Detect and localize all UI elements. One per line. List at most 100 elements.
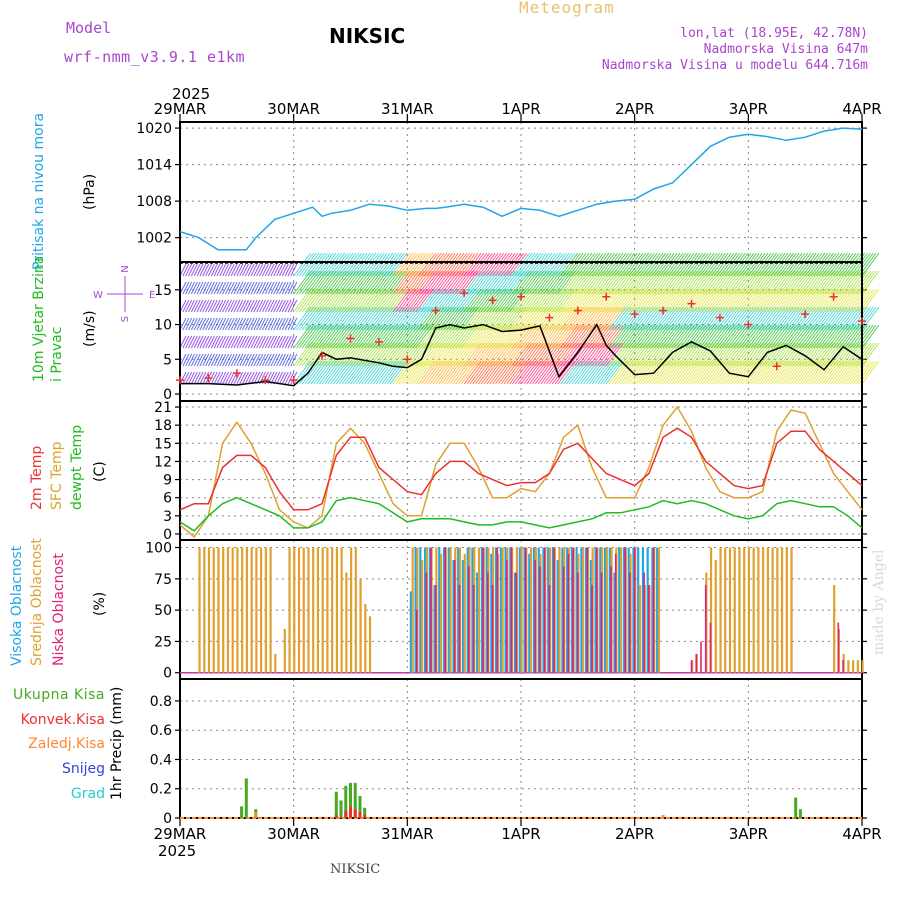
wind-barb [540, 288, 559, 313]
wind-barb [352, 252, 371, 277]
legend-hail: Grad [70, 786, 105, 802]
wind-barb [756, 324, 775, 349]
wind-barb [796, 288, 814, 313]
cloud-bar [463, 553, 466, 673]
wind-barb [182, 353, 190, 367]
wind-barb [404, 270, 422, 295]
wind-barb [489, 270, 507, 295]
wind-barb [497, 360, 516, 385]
wind-barb [310, 270, 328, 295]
wind-barb [728, 324, 746, 349]
wind-barb [284, 353, 292, 367]
wind-barb [369, 324, 388, 349]
wind-barb [216, 371, 224, 385]
wind-barb [801, 252, 820, 277]
wind-barb [787, 324, 806, 349]
wind-barb [674, 288, 692, 313]
wind-barb [810, 288, 829, 313]
wind-barb [821, 270, 840, 295]
wind-barb [239, 335, 247, 349]
wind-barb [364, 270, 382, 295]
wind-barb [219, 317, 227, 331]
wind-barb [492, 270, 510, 295]
wind-barb [796, 342, 814, 367]
wind-barb [517, 342, 536, 367]
wind-barb [850, 342, 868, 367]
wind-barb [526, 288, 544, 313]
wind-barb [679, 306, 698, 331]
wind-barb [554, 252, 573, 277]
wind-barb [801, 342, 820, 367]
wind-barb [477, 288, 496, 313]
wind-barb [273, 335, 281, 349]
cloud-bar [847, 660, 850, 673]
wind-barb [762, 270, 780, 295]
wind-barb [716, 252, 735, 277]
wind-barb [571, 252, 590, 277]
wind-barb [242, 299, 249, 313]
wind-barb [762, 288, 780, 313]
x-tick-label-bottom: 3APR [729, 825, 768, 843]
wind-barb [361, 360, 380, 385]
wind-barb [477, 252, 496, 277]
wind-barb [196, 299, 204, 313]
wind-barb [679, 360, 698, 385]
cloud-bar [472, 585, 475, 673]
wind-barb [685, 342, 704, 367]
wind-barb [412, 270, 431, 295]
wind-barb [549, 324, 567, 349]
wind-barb [378, 270, 397, 295]
wind-barb [452, 324, 471, 349]
wind-barb [594, 288, 613, 313]
cloud-bar [354, 547, 357, 673]
wind-barb [307, 360, 326, 385]
wind-barb [546, 342, 564, 367]
wind-barb [691, 306, 709, 331]
wind-barb [216, 281, 224, 295]
cloud-bar [709, 622, 712, 673]
wind-barb [401, 342, 419, 367]
compass-e-label: E [149, 290, 155, 301]
y-tick-label: 15 [154, 283, 172, 299]
wind-barb [358, 252, 377, 277]
wind-barb [196, 353, 204, 367]
cloud-bar [477, 547, 481, 673]
wind-barb [480, 342, 499, 367]
wind-barb [759, 342, 777, 367]
wind-barb [702, 252, 721, 277]
wind-barb [264, 353, 272, 367]
wind-barb [699, 288, 718, 313]
wind-barb [642, 306, 661, 331]
precip-bar [358, 812, 362, 818]
wind-barb [818, 342, 837, 367]
wind-barb [284, 335, 292, 349]
wind-barb [745, 288, 763, 313]
wind-barb [850, 288, 868, 313]
wind-barb [213, 371, 221, 385]
wind-barb [520, 360, 539, 385]
wind-barb [708, 252, 726, 277]
cloud-bar [499, 547, 502, 673]
wind-barb [435, 306, 453, 331]
cloud-bar [627, 547, 630, 673]
wind-barb [622, 270, 641, 295]
wind-barb [216, 335, 224, 349]
wind-barb [716, 360, 735, 385]
wind-barb [409, 288, 428, 313]
wind-barb [239, 263, 247, 277]
wind-barb [350, 324, 368, 349]
wind-barb [682, 270, 701, 295]
wind-barb [605, 324, 624, 349]
wind-barb [475, 324, 493, 349]
wind-barb [762, 306, 780, 331]
wind-barb [790, 324, 809, 349]
wind-barb [520, 324, 539, 349]
wind-barb [688, 288, 706, 313]
wind-barb [693, 360, 712, 385]
x-tick-label-top: 1APR [501, 100, 540, 118]
wind-barb [315, 360, 334, 385]
wind-barb [301, 342, 320, 367]
wind-barb [713, 252, 732, 277]
wind-barb [318, 324, 337, 349]
wind-barb [529, 342, 547, 367]
